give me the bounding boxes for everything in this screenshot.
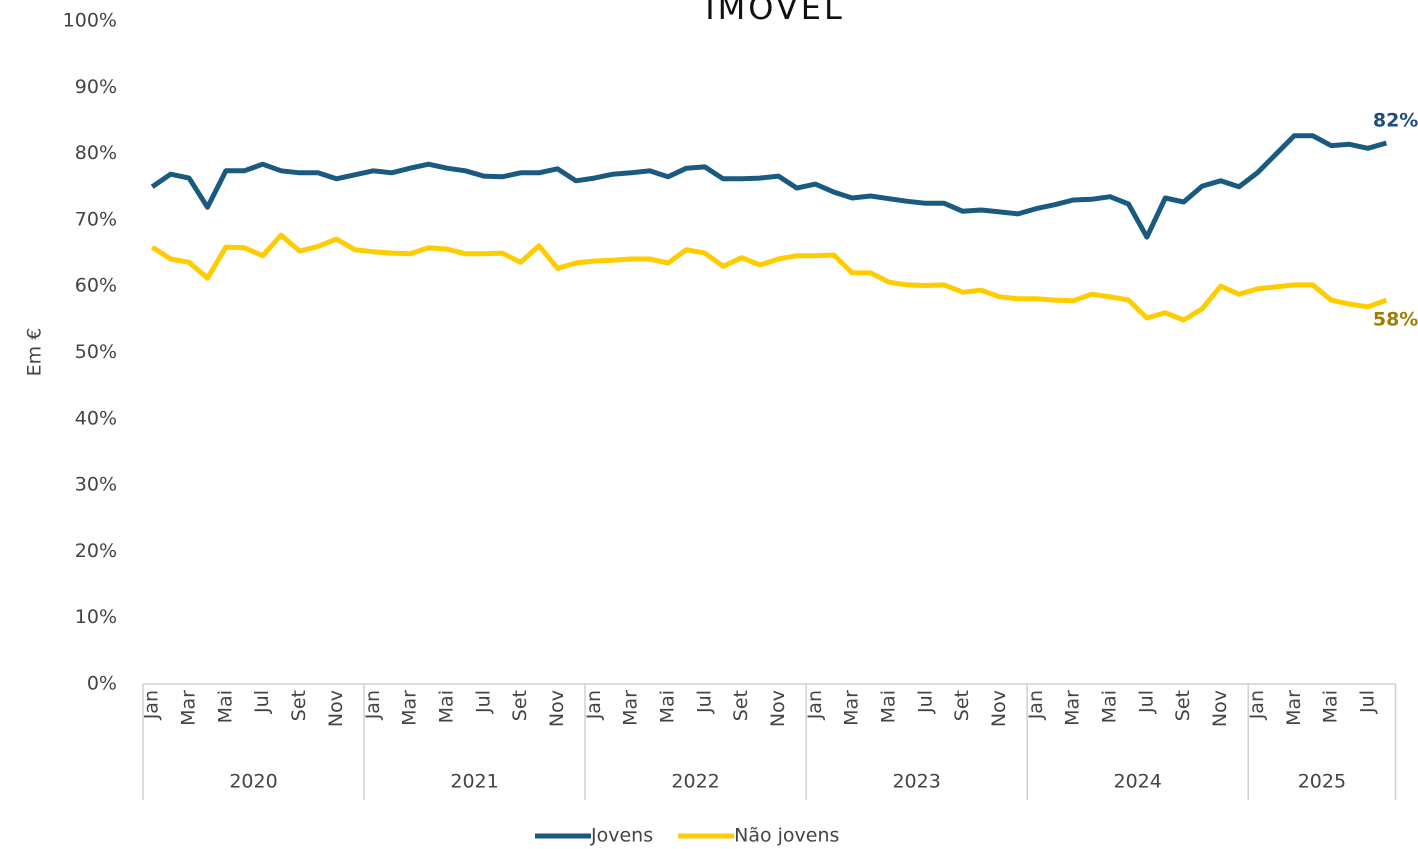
x-tick-label: Mar [620,690,642,726]
y-tick-label: 0% [87,673,117,695]
y-tick-label: 10% [75,606,117,628]
x-tick-label: Mar [178,690,200,726]
x-tick-label: Jan [583,690,605,720]
x-tick-label: Set [288,690,310,721]
x-tick-label: Mar [399,690,421,726]
x-tick-label: Set [730,690,752,721]
x-tick-label: Mai [435,690,457,723]
x-tick-label: Set [1172,690,1194,721]
x-tick-label: Jan [362,690,384,720]
y-tick-label: 80% [75,142,117,164]
data-label: 82% [1373,109,1418,131]
series-line [150,133,1388,240]
x-tick-label: Mai [1099,690,1121,723]
x-tick-label: Jan [141,690,163,720]
x-tick-label: Mar [841,690,863,726]
y-tick-label: 70% [75,208,117,230]
x-tick-label: Jul [1135,690,1157,714]
series-line [150,232,1388,323]
legend-label: Não jovens [734,825,839,847]
x-tick-label: Mai [1320,690,1342,723]
data-label: 58% [1373,309,1418,331]
y-tick-label: 60% [75,275,117,297]
x-tick-label: Jul [914,690,936,714]
x-tick-label: Jul [1356,690,1378,714]
y-tick-label: 20% [75,540,117,562]
x-tick-label: Nov [325,690,347,727]
x-tick-label: Nov [767,690,789,727]
x-tick-label: Mar [1283,690,1305,726]
x-tick-label: Jan [1246,690,1268,720]
year-label: 2021 [450,771,498,793]
year-label: 2024 [1114,771,1162,793]
x-tick-label: Jan [804,690,826,720]
x-tick-label: Jul [472,690,494,714]
y-tick-label: 100% [63,10,117,32]
year-label: 2020 [229,771,277,793]
y-axis-title: Em € [24,328,46,377]
y-tick-label: 30% [75,474,117,496]
y-tick-label: 50% [75,341,117,363]
x-tick-label: Nov [546,690,568,727]
year-label: 2025 [1298,771,1346,793]
y-tick-label: 40% [75,407,117,429]
x-tick-label: Mar [1062,690,1084,726]
year-label: 2023 [892,771,940,793]
x-tick-label: Nov [1209,690,1231,727]
x-tick-label: Jul [251,690,273,714]
year-label: 2022 [671,771,719,793]
chart-title: IMÓVEL [705,0,845,27]
x-tick-label: Mai [214,690,236,723]
x-tick-label: Mai [878,690,900,723]
x-tick-label: Jul [693,690,715,714]
y-tick-label: 90% [75,76,117,98]
legend-label: Jovens [590,825,653,847]
x-tick-label: Set [951,690,973,721]
x-tick-label: Mai [656,690,678,723]
x-tick-label: Nov [988,690,1010,727]
x-tick-label: Set [509,690,531,721]
x-tick-label: Jan [1025,690,1047,720]
